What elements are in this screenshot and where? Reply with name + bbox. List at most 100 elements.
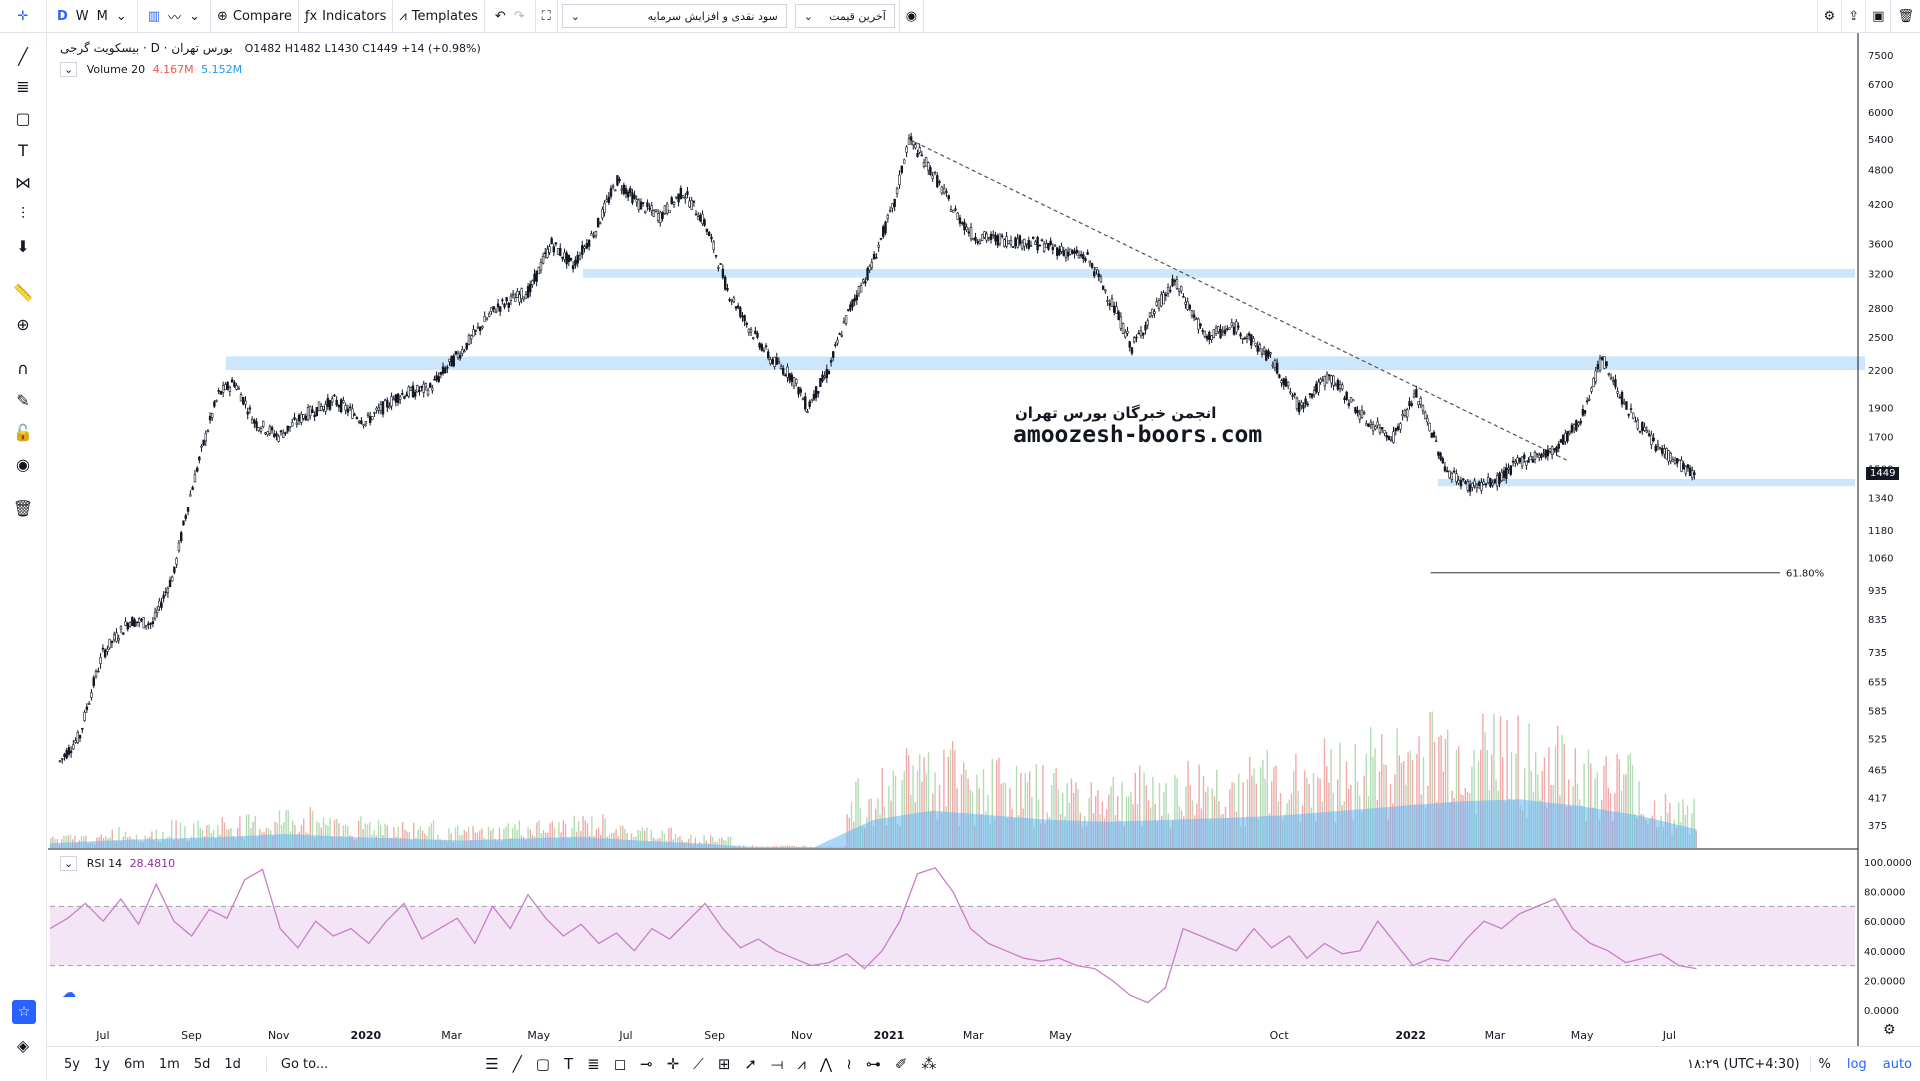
volume-legend[interactable]: ⌄ Volume 20 4.167M 5.152M <box>60 62 242 77</box>
pattern-icon[interactable]: ⋀ <box>819 1055 833 1073</box>
eye-button[interactable]: ◉ <box>898 0 925 32</box>
volume-bar <box>1616 753 1618 848</box>
eye-icon[interactable]: ◉ <box>16 454 30 474</box>
nodes-icon[interactable]: ⁂ <box>921 1055 937 1073</box>
candle-body <box>217 390 220 392</box>
candle-body <box>1349 397 1353 403</box>
arrow-line-icon[interactable]: ➚ <box>744 1055 757 1073</box>
arrow-down-icon[interactable]: ⬇ <box>16 236 30 256</box>
interval-month[interactable]: M <box>96 8 108 24</box>
range-5d[interactable]: 5d <box>193 1056 211 1072</box>
fib-icon[interactable]: ≣ <box>587 1055 600 1073</box>
chevron-down-icon[interactable]: ⌄ <box>60 62 78 77</box>
trash-icon: 🗑 <box>1897 8 1914 24</box>
trendline-tool-icon[interactable]: ╱ <box>18 46 28 66</box>
lock-icon[interactable]: 🔓 <box>13 422 33 442</box>
candle-body <box>1045 243 1048 248</box>
clock-label[interactable]: ۱۸:۲۹ (UTC+4:30) <box>1677 1056 1811 1072</box>
elliott-icon[interactable]: ≀ <box>846 1055 852 1073</box>
chevron-down-icon[interactable]: ⌄ <box>115 8 127 24</box>
measure-icon[interactable]: ⊞ <box>717 1055 731 1073</box>
crosshair-icon[interactable]: ✛ <box>0 0 47 32</box>
symbol-legend[interactable]: بیسکویت گرجی · D · بورس تهران O1482 H148… <box>60 41 481 55</box>
price-source-select[interactable]: ⌄ آخرین قیمت <box>794 4 895 28</box>
volume-bar <box>912 765 914 848</box>
candle-body <box>149 622 152 625</box>
settings-button[interactable]: ⚙ <box>1816 0 1843 32</box>
volume-value-1: 4.167M <box>152 63 194 76</box>
chevron-down-icon[interactable]: ⌄ <box>189 8 200 24</box>
ruler-icon[interactable]: 📏 <box>13 282 33 302</box>
candle-body <box>1338 384 1342 389</box>
star-icon[interactable]: ☆ <box>12 1000 36 1024</box>
zoom-in-icon[interactable]: ⊕ <box>16 314 30 334</box>
range-5y[interactable]: 5y <box>64 1056 80 1072</box>
volume-bar <box>923 757 925 848</box>
templates-button[interactable]: ⩘ Templates <box>393 0 485 32</box>
range-6m[interactable]: 6m <box>123 1056 145 1072</box>
magnet-icon[interactable]: ∩ <box>17 358 29 378</box>
interval-day[interactable]: D <box>57 8 68 24</box>
abcd-icon[interactable]: ⩘ <box>797 1055 806 1073</box>
candle-body <box>762 349 766 352</box>
layers-icon[interactable]: ◈ <box>16 1035 30 1055</box>
fib-tool-icon[interactable]: ≣ <box>16 76 30 96</box>
pattern-tool-icon[interactable]: ⋈ <box>15 172 31 192</box>
trash-icon[interactable]: 🗑 <box>12 498 34 518</box>
candle-body <box>1347 403 1351 406</box>
rectangle-tool-icon[interactable]: ▢ <box>15 108 31 128</box>
range-1m[interactable]: 1m <box>158 1056 180 1072</box>
price-axis[interactable]: 7500 6700 6000 5400 4800 4200 3600 3200 2800 2500… <box>1868 51 1893 832</box>
gear-icon[interactable]: ⚙ <box>1883 1022 1896 1038</box>
callout-icon[interactable]: ◻ <box>613 1055 627 1073</box>
fullscreen-button[interactable]: ⛶ <box>536 0 558 32</box>
dividend-select[interactable]: ⌄ سود نقدی و افزایش سرمایه <box>561 4 787 28</box>
candle-body <box>1592 378 1595 388</box>
brush-icon[interactable]: ✐ <box>894 1055 908 1073</box>
candle-icon[interactable]: ▥ <box>147 8 161 24</box>
cross-icon[interactable]: ✛ <box>666 1055 680 1073</box>
volume-bar <box>1603 765 1605 848</box>
compare-button[interactable]: ⊕ Compare <box>211 0 299 32</box>
price-pane[interactable]: 61.80% <box>58 132 1866 764</box>
text-icon[interactable]: T <box>563 1055 574 1073</box>
delete-button[interactable]: 🗑 <box>1891 0 1920 32</box>
auto-toggle[interactable]: auto <box>1882 1056 1912 1072</box>
pencil-lock-icon[interactable]: ✎ <box>16 390 30 410</box>
prediction-tool-icon[interactable]: ⫶ <box>20 204 25 223</box>
indicators-button[interactable]: ƒx Indicators <box>299 0 394 32</box>
range-1y[interactable]: 1y <box>93 1056 110 1072</box>
range-1d[interactable]: 1d <box>224 1056 241 1072</box>
hline-icon[interactable]: ⊸ <box>640 1055 653 1073</box>
candle-body <box>250 419 254 424</box>
volume-bar <box>721 837 723 848</box>
snapshot-button[interactable]: ▣ <box>1866 0 1892 32</box>
log-toggle[interactable]: log <box>1846 1056 1867 1072</box>
rectangle-icon[interactable]: ▢ <box>535 1055 550 1073</box>
candle-body <box>1486 477 1490 483</box>
path-icon[interactable]: ⟋ <box>693 1055 704 1073</box>
volume-label: Volume 20 <box>86 63 146 76</box>
cycle-icon[interactable]: ⊶ <box>865 1055 881 1073</box>
undo-icon[interactable]: ↶ <box>494 8 506 24</box>
volume-bar <box>487 826 490 848</box>
time-axis[interactable]: Jul Sep Nov 2020 Mar May Jul Sep Nov 2021 Mar May Oc… <box>95 1029 1676 1042</box>
goto-button[interactable]: Go to... <box>265 1056 335 1072</box>
percent-toggle[interactable]: % <box>1818 1056 1831 1072</box>
line-icon[interactable]: ╱ <box>512 1055 522 1073</box>
text-tool-icon[interactable]: T <box>18 140 28 160</box>
rsi-legend[interactable]: ⌄ RSI 14 28.4810 <box>60 856 175 871</box>
volume-bar <box>1312 772 1315 848</box>
redo-icon[interactable]: ↷ <box>513 8 525 24</box>
price-tick-label: 2200 <box>1868 366 1893 377</box>
interval-week[interactable]: W <box>75 8 89 24</box>
rsi-pane[interactable] <box>49 867 1855 1004</box>
ray-icon[interactable]: ⟞ <box>770 1055 784 1073</box>
candle-body <box>707 231 711 237</box>
share-button[interactable]: ⇪ <box>1842 0 1867 32</box>
line-chart-icon[interactable]: 〰 <box>168 10 182 26</box>
rsi-axis[interactable]: 100.0000 80.0000 60.0000 40.0000 20.0000 0.00… <box>1864 858 1912 1017</box>
hlines-icon[interactable]: ☰ <box>485 1055 499 1073</box>
chevron-down-icon[interactable]: ⌄ <box>60 856 78 871</box>
